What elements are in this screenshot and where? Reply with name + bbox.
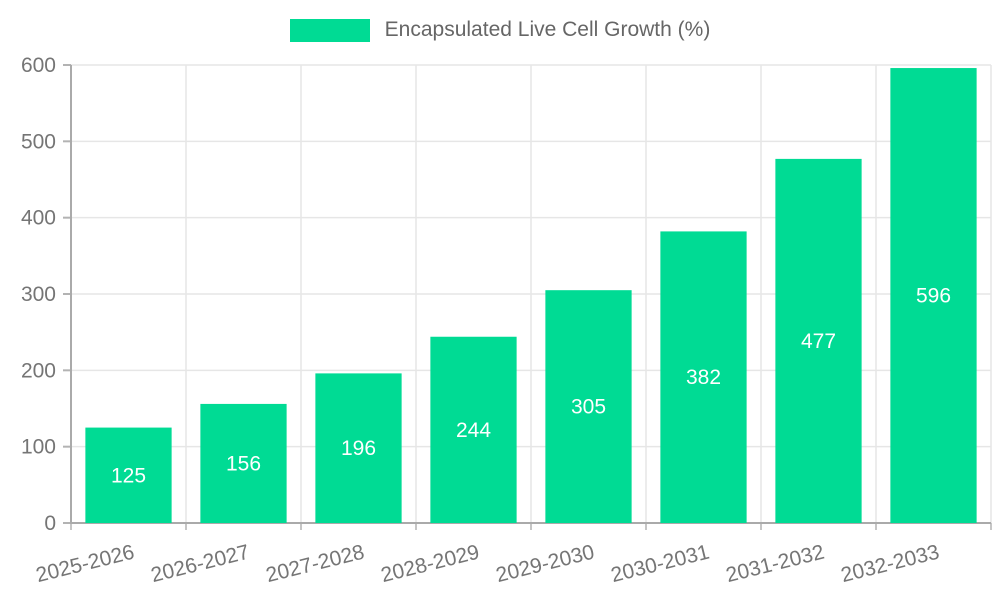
y-tick-label: 200 [21,359,56,382]
bar[interactable] [545,290,632,523]
legend-label: Encapsulated Live Cell Growth (%) [384,18,711,41]
bar-value-label: 196 [341,437,376,460]
bar[interactable] [890,68,977,523]
chart-legend[interactable]: Encapsulated Live Cell Growth (%) [0,18,1000,42]
y-tick-label: 100 [21,436,56,459]
bar[interactable] [200,403,287,523]
y-tick-label: 0 [44,512,56,535]
bar[interactable] [430,336,517,523]
bar[interactable] [660,231,747,523]
bar-value-label: 305 [571,396,606,419]
x-tick-label: 2030-2031 [609,541,712,588]
bar-value-label: 125 [111,464,146,487]
x-tick-label: 2028-2029 [379,541,482,588]
y-tick-label: 600 [21,54,56,77]
x-tick-label: 2029-2030 [494,541,597,588]
x-tick-label: 2026-2027 [149,541,252,588]
bar[interactable] [315,373,402,523]
bar-value-label: 477 [801,330,836,353]
x-tick-label: 2032-2033 [839,541,942,588]
y-tick-label: 500 [21,130,56,153]
y-tick-label: 300 [21,283,56,306]
y-tick-label: 400 [21,207,56,230]
bar-value-label: 596 [916,285,951,308]
bar[interactable] [775,158,862,523]
bar-value-label: 382 [686,366,721,389]
bar-value-label: 156 [226,452,261,475]
x-tick-label: 2027-2028 [264,541,367,588]
legend-swatch [289,18,370,42]
x-tick-label: 2025-2026 [34,541,137,588]
bar-value-label: 244 [456,419,491,442]
x-tick-label: 2031-2032 [724,541,827,588]
bar[interactable] [85,427,172,523]
